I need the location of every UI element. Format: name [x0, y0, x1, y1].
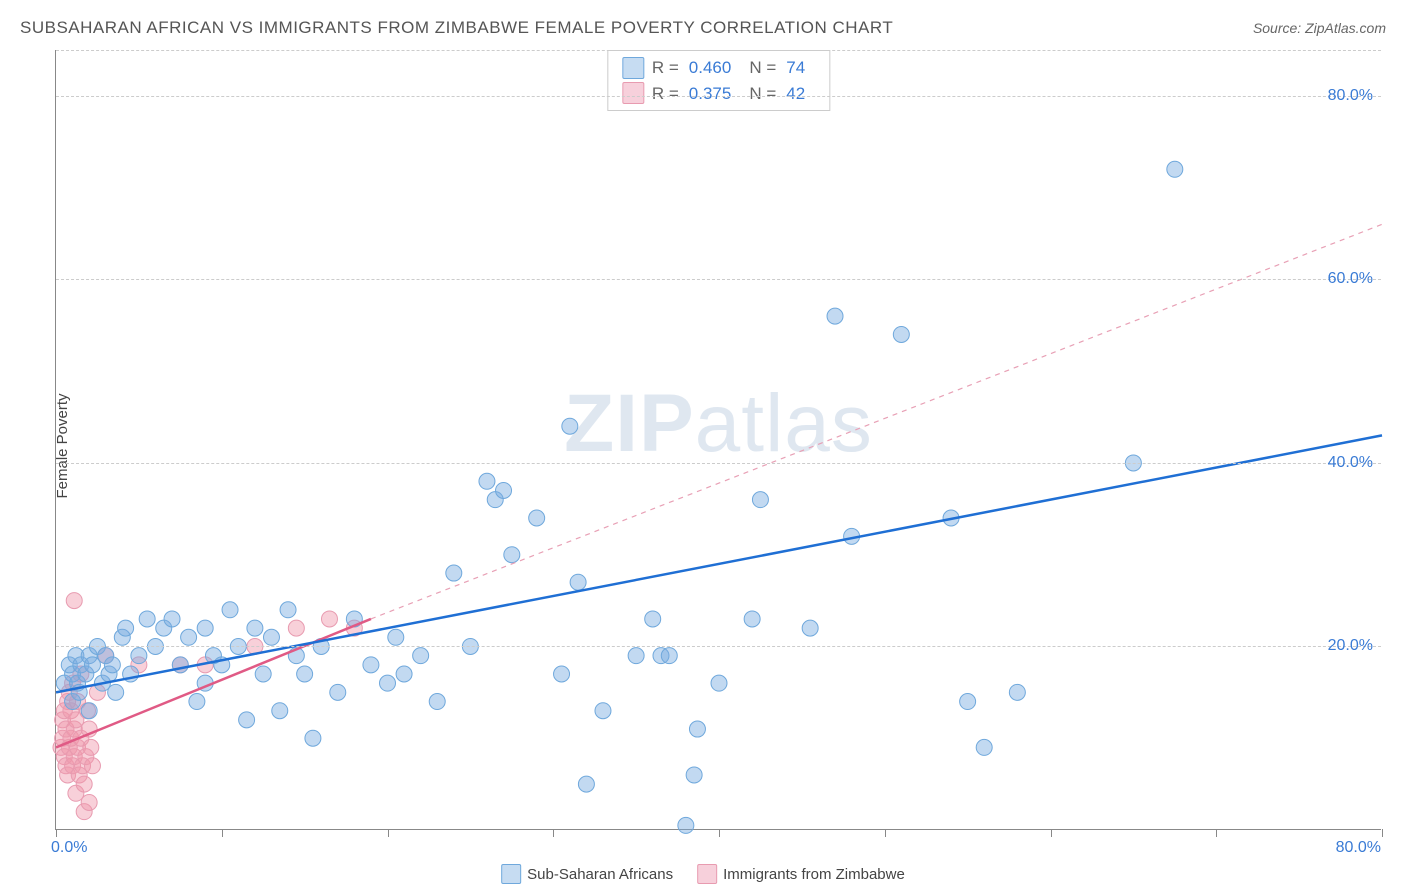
- x-tick-label-min: 0.0%: [51, 839, 87, 857]
- stats-swatch-2: [622, 82, 644, 104]
- stats-n-label: N =: [749, 55, 776, 81]
- y-tick-label: 80.0%: [1328, 87, 1373, 105]
- legend-swatch-1: [501, 864, 521, 884]
- plot-area: ZIPatlas R = 0.460 N = 74 R = 0.375 N = …: [55, 50, 1381, 830]
- stats-r-1: 0.460: [689, 55, 732, 81]
- stats-n-1: 74: [786, 55, 805, 81]
- chart-svg: [56, 50, 1381, 829]
- stats-r-label-2: R =: [652, 81, 679, 107]
- chart-title: SUBSAHARAN AFRICAN VS IMMIGRANTS FROM ZI…: [20, 18, 893, 38]
- title-bar: SUBSAHARAN AFRICAN VS IMMIGRANTS FROM ZI…: [20, 18, 1386, 38]
- y-tick-label: 20.0%: [1328, 637, 1373, 655]
- legend-label-2: Immigrants from Zimbabwe: [723, 866, 905, 883]
- legend-item-1: Sub-Saharan Africans: [501, 864, 673, 884]
- y-tick-label: 40.0%: [1328, 454, 1373, 472]
- stats-swatch-1: [622, 57, 644, 79]
- legend-swatch-2: [697, 864, 717, 884]
- legend-item-2: Immigrants from Zimbabwe: [697, 864, 905, 884]
- stats-box: R = 0.460 N = 74 R = 0.375 N = 42: [607, 50, 830, 111]
- stats-r-2: 0.375: [689, 81, 732, 107]
- x-tick-label-max: 80.0%: [1336, 839, 1381, 857]
- source-label: Source: ZipAtlas.com: [1253, 20, 1386, 36]
- stats-row-1: R = 0.460 N = 74: [622, 55, 815, 81]
- bottom-legend: Sub-Saharan Africans Immigrants from Zim…: [501, 864, 905, 884]
- stats-n-label-2: N =: [749, 81, 776, 107]
- stats-row-2: R = 0.375 N = 42: [622, 81, 815, 107]
- stats-n-2: 42: [786, 81, 805, 107]
- legend-label-1: Sub-Saharan Africans: [527, 866, 673, 883]
- stats-r-label: R =: [652, 55, 679, 81]
- y-tick-label: 60.0%: [1328, 270, 1373, 288]
